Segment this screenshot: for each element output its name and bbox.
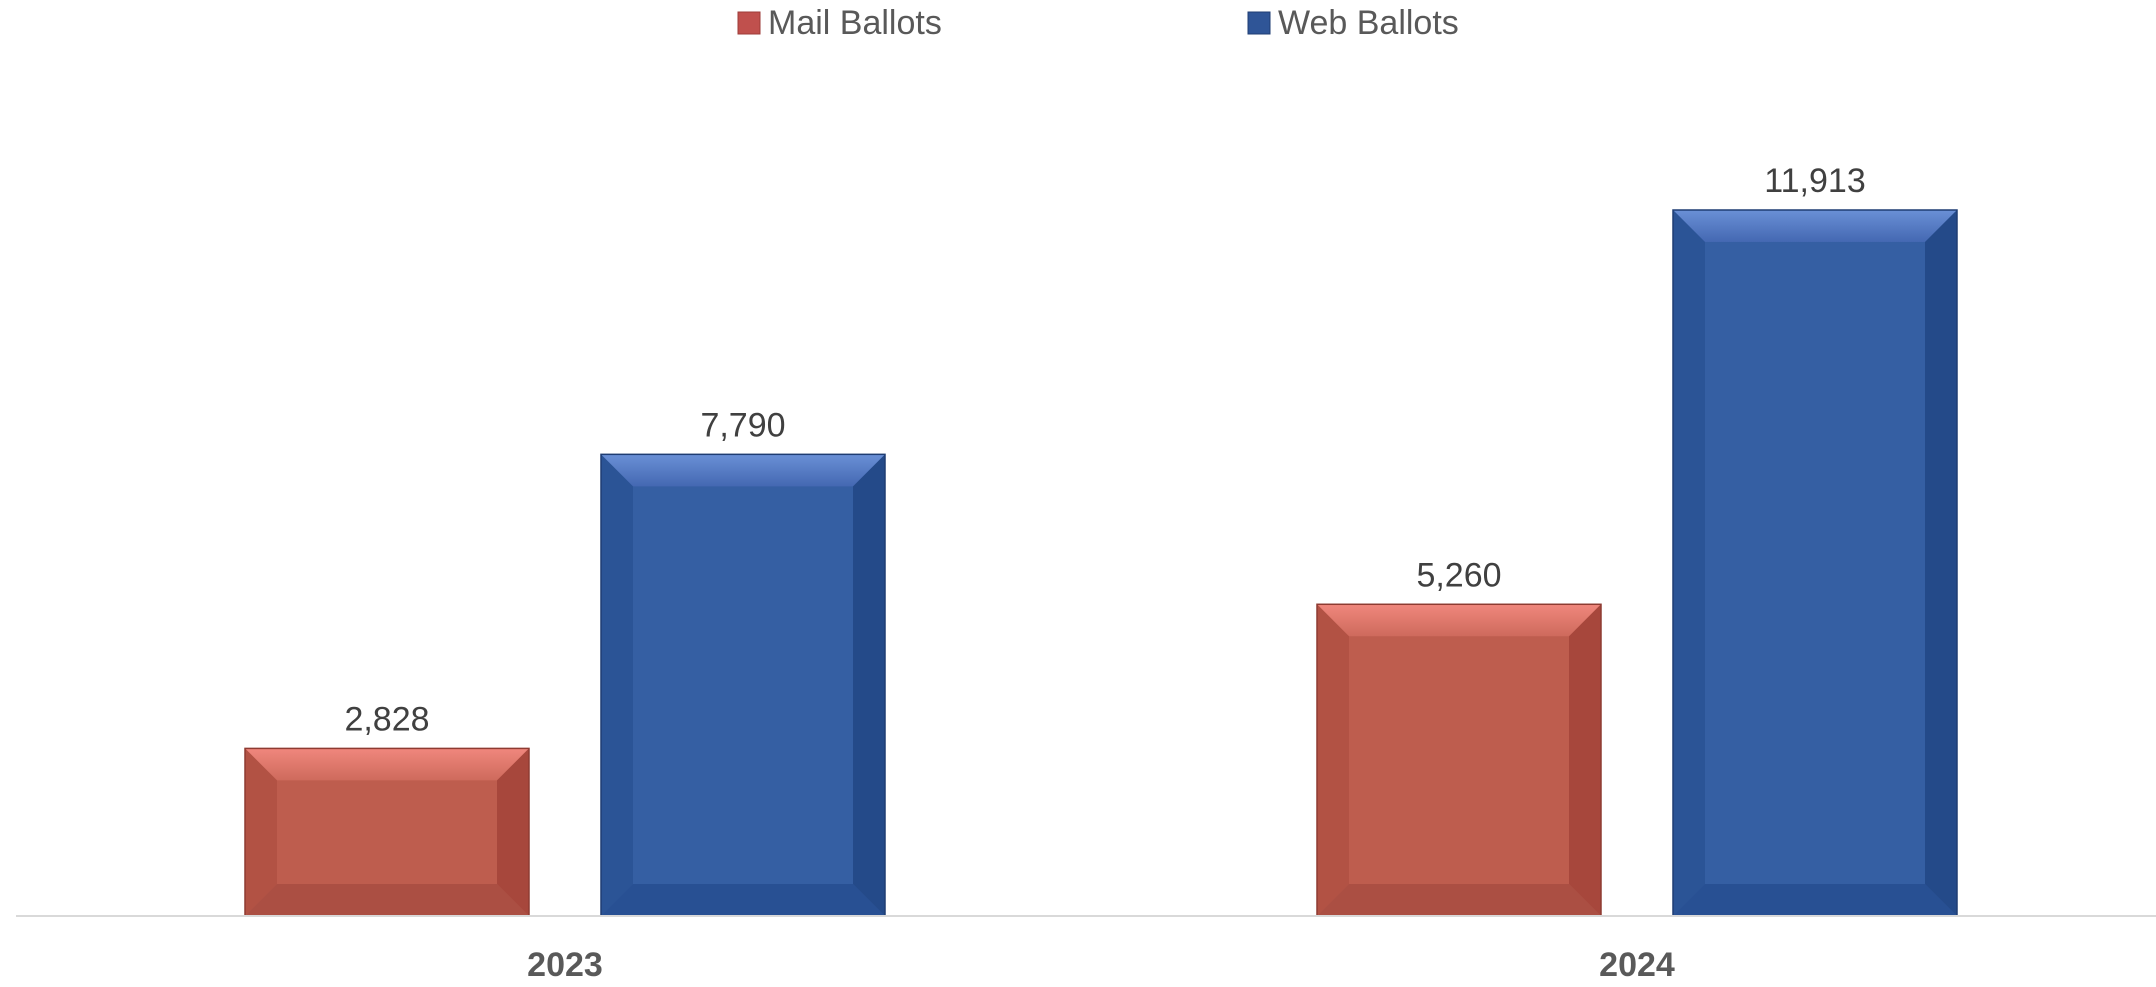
- data-label-mail-ballots-2023: 2,828: [344, 700, 429, 738]
- bar-bevel-left: [245, 748, 277, 916]
- bar-bevel-bottom: [1673, 884, 1957, 916]
- bar-bevel-top: [1673, 210, 1957, 242]
- bar-bevel-right: [1925, 210, 1957, 916]
- bar-bevel-right: [497, 748, 529, 916]
- data-labels-group: 2,828 7,790 5,260 11,913: [344, 162, 1865, 738]
- bar-bevel-left: [1317, 604, 1349, 916]
- bar-face: [601, 454, 885, 916]
- x-tick-label-2024: 2024: [1599, 946, 1675, 982]
- data-label-mail-ballots-2024: 5,260: [1416, 556, 1501, 594]
- bar-bevel-right: [1569, 604, 1601, 916]
- bar-mail-ballots-2024[interactable]: [1316, 603, 1602, 917]
- legend-item-web-ballots[interactable]: Web Ballots: [1247, 4, 1459, 42]
- bar-face: [1317, 604, 1601, 916]
- legend: Mail Ballots Web Ballots: [737, 4, 1459, 42]
- bar-bevel-left: [1673, 210, 1705, 916]
- legend-swatch-web-ballots: [1247, 11, 1271, 35]
- data-label-web-ballots-2023: 7,790: [700, 406, 785, 444]
- bars-group: [244, 209, 1958, 917]
- legend-label-web-ballots: Web Ballots: [1278, 4, 1459, 42]
- bar-web-ballots-2023[interactable]: [600, 453, 886, 917]
- x-tick-label-2023: 2023: [527, 946, 603, 982]
- bar-bevel-top: [601, 454, 885, 487]
- bar-bevel-left: [601, 454, 633, 916]
- x-tick-labels: 2023 2024: [527, 946, 1675, 984]
- bar-face: [1673, 210, 1957, 916]
- bar-bevel-right: [853, 454, 885, 916]
- bar-bevel-top: [1317, 604, 1601, 637]
- data-label-web-ballots-2024: 11,913: [1764, 162, 1865, 200]
- bar-bevel-bottom: [601, 884, 885, 916]
- legend-item-mail-ballots[interactable]: Mail Ballots: [737, 4, 942, 42]
- legend-swatch-mail-ballots: [737, 11, 761, 35]
- bar-bevel-top: [245, 748, 529, 781]
- bar-bevel-bottom: [245, 884, 529, 916]
- legend-label-mail-ballots: Mail Ballots: [768, 4, 942, 42]
- bar-bevel-bottom: [1317, 884, 1601, 916]
- bar-web-ballots-2024[interactable]: [1672, 209, 1958, 917]
- bar-mail-ballots-2023[interactable]: [244, 747, 530, 917]
